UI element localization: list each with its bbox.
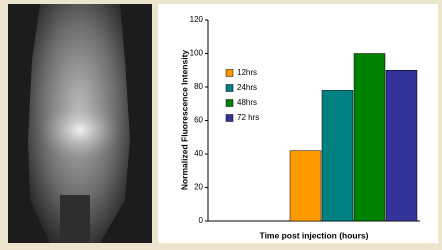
y-tick-label: 60 — [194, 116, 203, 125]
y-tick-label: 40 — [194, 149, 203, 158]
y-tick-label: 0 — [199, 216, 204, 225]
legend-label: 72 hrs — [237, 113, 259, 122]
y-tick-label: 80 — [194, 82, 203, 91]
page: {"chart_data": {"type": "bar", "ylabel":… — [0, 0, 442, 245]
y-axis-label: Normalized Fluorescence Intensity — [179, 50, 189, 191]
legend-swatch — [226, 70, 233, 77]
y-tick-label: 20 — [194, 183, 203, 192]
legend-label: 48hrs — [237, 98, 257, 107]
bar — [290, 151, 321, 221]
bar — [354, 54, 385, 222]
bar — [322, 90, 353, 221]
legend-swatch — [226, 115, 233, 122]
mouse-image — [8, 4, 152, 243]
screen: Normalized Fluorescence Intensity Time p… — [0, 0, 442, 245]
x-axis-label: Time post injection (hours) — [260, 230, 369, 240]
legend-swatch — [226, 100, 233, 107]
y-tick-label: 120 — [190, 15, 204, 24]
y-tick-label: 100 — [190, 49, 204, 58]
legend-label: 12hrs — [237, 68, 257, 77]
bar — [386, 70, 417, 221]
legend-label: 24hrs — [237, 83, 257, 92]
legend-swatch — [226, 85, 233, 92]
